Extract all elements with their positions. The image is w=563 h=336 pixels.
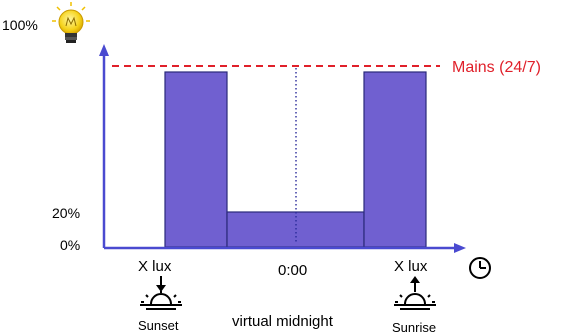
virtual-midnight-label: virtual midnight — [232, 313, 334, 330]
x-label-sunset-lux: X lux — [138, 258, 172, 275]
bar-morning-full — [363, 71, 427, 248]
y-axis — [99, 44, 109, 248]
bar-evening-full — [164, 71, 228, 248]
sunset-label: Sunset — [138, 318, 179, 333]
lightbulb-icon — [52, 2, 90, 43]
y-label-0: 0% — [60, 237, 80, 253]
y-label-100: 100% — [2, 17, 38, 33]
sunrise-icon — [394, 276, 436, 310]
x-label-sunrise-lux: X lux — [394, 258, 428, 275]
clock-icon — [469, 257, 491, 279]
y-label-20: 20% — [52, 205, 80, 221]
sunset-icon — [140, 276, 182, 310]
profile-bars — [164, 71, 427, 248]
sunrise-label: Sunrise — [392, 320, 436, 335]
x-label-midnight: 0:00 — [278, 262, 307, 279]
mains-label: Mains (24/7) — [452, 59, 541, 76]
x-axis — [104, 243, 466, 253]
